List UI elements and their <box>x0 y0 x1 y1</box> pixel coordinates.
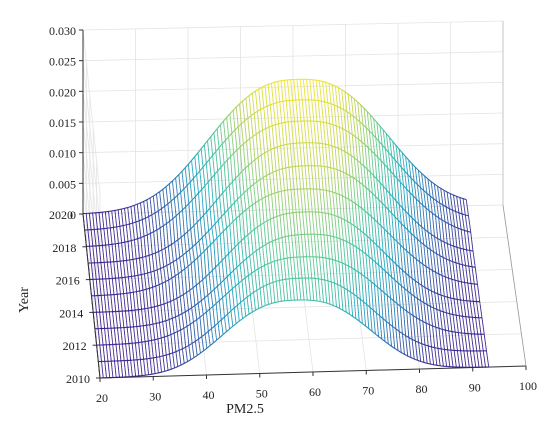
grid-line <box>82 112 504 123</box>
grid-line <box>82 60 101 225</box>
grid-line <box>93 301 517 313</box>
grid-line <box>96 333 522 346</box>
grid-line <box>397 207 420 370</box>
grid-line <box>82 29 101 195</box>
grid-line <box>82 81 504 92</box>
grid-line <box>82 143 504 154</box>
grid-line <box>82 20 504 31</box>
surface-mesh <box>82 78 490 379</box>
grid-line <box>82 51 504 62</box>
grid-line <box>135 212 154 377</box>
